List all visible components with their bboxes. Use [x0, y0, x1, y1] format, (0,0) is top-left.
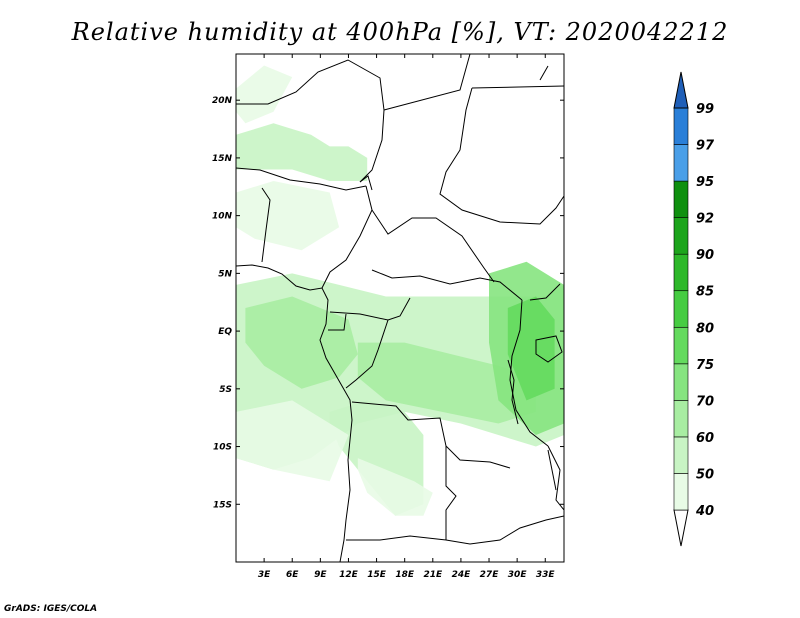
border-nigeria-cameroon — [321, 185, 373, 289]
colorbar-swatch — [673, 144, 689, 182]
border-gabon — [328, 313, 347, 331]
map-axes: 3E 6E 9E 12E 15E 18E 21E 24E 27E 30E 33E 20N 15N 10N 5… — [212, 54, 564, 580]
colorbar-swatch — [673, 363, 689, 401]
border-congo-drc — [345, 319, 389, 389]
humidity-region-west-africa-patch — [236, 181, 340, 251]
lat-tick-label: 15S — [213, 500, 232, 510]
border-nigeria — [261, 187, 271, 263]
humidity-shading — [236, 65, 564, 516]
colorbar: 40 50 60 70 75 80 85 90 92 95 97 99 — [673, 71, 715, 547]
colorbar-label: 50 — [696, 467, 714, 482]
colorbar-label: 97 — [696, 139, 715, 154]
colorbar-swatch — [673, 473, 689, 511]
lat-tick-label: 5N — [218, 269, 232, 279]
border-angola-zambia — [445, 446, 457, 540]
colorbar-swatch — [673, 290, 689, 328]
border-sudan — [439, 87, 564, 225]
border-drc-angola — [351, 401, 511, 469]
lake-victoria — [535, 335, 563, 363]
border-car-congo — [371, 269, 523, 301]
colorbar-high-arrow — [673, 71, 689, 109]
lon-tick-label: 24E — [452, 570, 472, 580]
lon-tick-label: 12E — [339, 570, 359, 580]
border-niger-chad — [383, 54, 471, 111]
colorbar-swatch — [673, 180, 689, 218]
colorbar-swatch — [673, 107, 689, 145]
humidity-region-east-africa-peak — [507, 296, 555, 401]
chart-title: Relative humidity at 400hPa [%], VT: 202… — [71, 18, 729, 46]
colorbar-low-arrow — [673, 509, 689, 547]
colorbar-swatch — [673, 217, 689, 255]
colorbar-label: 90 — [696, 248, 714, 263]
footer-credit: GrADS: IGES/COLA — [4, 604, 98, 614]
lat-tick-label: 20N — [212, 96, 233, 106]
colorbar-swatch — [673, 400, 689, 438]
colorbar-label: 60 — [696, 431, 714, 446]
lon-tick-label: 15E — [367, 570, 387, 580]
border-mali-niger — [236, 59, 385, 183]
colorbar-label: 99 — [696, 102, 714, 117]
lat-tick-label: EQ — [218, 327, 232, 337]
border-east-top — [471, 85, 564, 89]
lake-tanganyika — [507, 359, 519, 425]
colorbar-label: 85 — [696, 285, 714, 300]
humidity-region-gabon-core — [245, 296, 358, 389]
lon-tick-label: 30E — [508, 570, 528, 580]
lon-tick-label: 21E — [423, 570, 443, 580]
border-chad-car — [371, 209, 495, 283]
colorbar-swatch — [673, 436, 689, 474]
lat-tick-label: 15N — [212, 154, 233, 164]
colorbar-label: 70 — [696, 394, 714, 409]
coastline-west — [236, 264, 353, 562]
humidity-region-northwest-wisps — [236, 65, 293, 124]
colorbar-label: 80 — [696, 321, 714, 336]
border-uganda — [529, 283, 561, 301]
colorbar-swatch — [673, 326, 689, 365]
border-drc-east — [509, 299, 549, 447]
lat-tick-label: 10S — [213, 443, 232, 453]
colorbar-label: 92 — [696, 212, 714, 227]
colorbar-swatch — [673, 253, 689, 292]
lon-tick-label: 27E — [480, 570, 500, 580]
border-tanzania — [547, 445, 564, 511]
plot-frame — [235, 53, 565, 563]
humidity-region-south-atlantic-strip — [236, 400, 349, 482]
border-namibia — [346, 535, 447, 541]
colorbar-label: 40 — [695, 504, 714, 519]
red-sea-coast — [539, 65, 549, 81]
lon-tick-label: 18E — [395, 570, 415, 580]
colorbar-label: 95 — [696, 175, 714, 190]
lon-tick-label: 9E — [314, 570, 327, 580]
lake-chad — [359, 175, 373, 191]
humidity-region-central-band — [357, 342, 536, 424]
lake-malawi — [547, 449, 557, 491]
humidity-region-southern-tail — [357, 458, 433, 516]
border-sahel — [236, 167, 367, 191]
lon-tick-label: 3E — [258, 570, 271, 580]
humidity-region-sahel-band-west — [236, 123, 368, 181]
country-borders — [236, 54, 564, 562]
lat-tick-label: 10N — [212, 212, 233, 222]
colorbar-label: 75 — [696, 358, 714, 373]
lon-tick-label: 6E — [286, 570, 299, 580]
lat-tick-label: 5S — [219, 385, 232, 395]
border-zambia-south — [445, 515, 564, 545]
lon-tick-label: 33E — [536, 570, 556, 580]
